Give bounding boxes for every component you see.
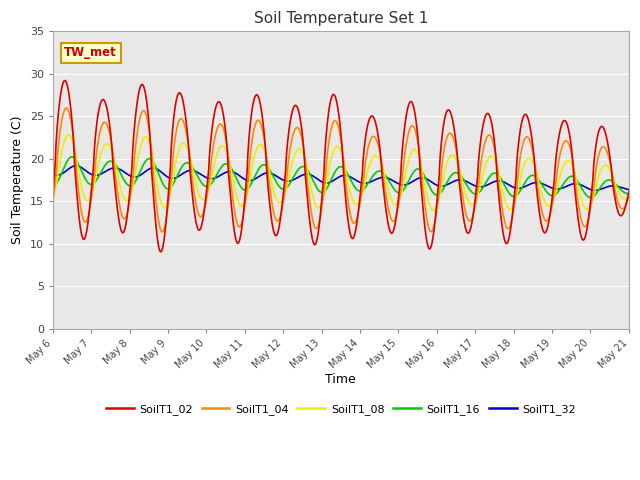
SoilT1_32	[49, 171, 57, 177]
SoilT1_04	[149, 168, 157, 174]
SoilT1_08	[295, 146, 303, 152]
SoilT1_32	[270, 172, 278, 178]
Line: SoilT1_02: SoilT1_02	[53, 81, 629, 252]
SoilT1_08	[552, 189, 560, 195]
Y-axis label: Soil Temperature (C): Soil Temperature (C)	[11, 116, 24, 244]
SoilT1_16	[587, 195, 595, 201]
SoilT1_08	[65, 132, 72, 138]
SoilT1_16	[68, 154, 76, 160]
SoilT1_04	[270, 211, 278, 217]
SoilT1_04	[295, 127, 303, 132]
SoilT1_08	[149, 155, 157, 161]
SoilT1_02	[61, 78, 68, 84]
SoilT1_04	[49, 200, 57, 205]
SoilT1_02	[49, 192, 57, 197]
SoilT1_02	[157, 249, 164, 255]
SoilT1_32	[115, 166, 122, 172]
SoilT1_04	[552, 180, 560, 186]
Line: SoilT1_08: SoilT1_08	[53, 135, 629, 210]
SoilT1_32	[295, 174, 303, 180]
SoilT1_02	[625, 189, 633, 194]
Line: SoilT1_04: SoilT1_04	[53, 108, 629, 232]
SoilT1_02	[614, 208, 622, 214]
SoilT1_08	[625, 193, 633, 199]
SoilT1_16	[49, 182, 57, 188]
SoilT1_32	[72, 163, 80, 168]
SoilT1_04	[115, 197, 122, 203]
Line: SoilT1_32: SoilT1_32	[53, 166, 629, 191]
SoilT1_02	[552, 156, 560, 162]
SoilT1_02	[115, 216, 122, 222]
SoilT1_02	[149, 186, 157, 192]
SoilT1_02	[295, 110, 303, 116]
Line: SoilT1_16: SoilT1_16	[53, 157, 629, 198]
SoilT1_16	[614, 184, 622, 190]
SoilT1_16	[149, 159, 157, 165]
SoilT1_08	[614, 188, 622, 194]
Text: TW_met: TW_met	[65, 46, 117, 60]
SoilT1_32	[625, 187, 633, 192]
SoilT1_32	[614, 184, 622, 190]
SoilT1_08	[270, 189, 278, 194]
SoilT1_16	[625, 191, 633, 196]
SoilT1_02	[270, 230, 278, 236]
SoilT1_04	[614, 199, 622, 205]
Title: Soil Temperature Set 1: Soil Temperature Set 1	[253, 11, 428, 26]
SoilT1_16	[270, 175, 278, 180]
Legend: SoilT1_02, SoilT1_04, SoilT1_08, SoilT1_16, SoilT1_32: SoilT1_02, SoilT1_04, SoilT1_08, SoilT1_…	[101, 399, 580, 420]
SoilT1_16	[552, 192, 559, 197]
SoilT1_08	[429, 207, 437, 213]
SoilT1_04	[63, 105, 70, 111]
SoilT1_32	[552, 186, 559, 192]
SoilT1_32	[149, 165, 157, 171]
SoilT1_08	[49, 195, 57, 201]
SoilT1_32	[591, 188, 599, 193]
SoilT1_16	[115, 167, 122, 173]
SoilT1_16	[295, 166, 303, 172]
SoilT1_08	[115, 178, 122, 183]
SoilT1_04	[625, 194, 633, 200]
X-axis label: Time: Time	[326, 373, 356, 386]
SoilT1_04	[159, 229, 166, 235]
